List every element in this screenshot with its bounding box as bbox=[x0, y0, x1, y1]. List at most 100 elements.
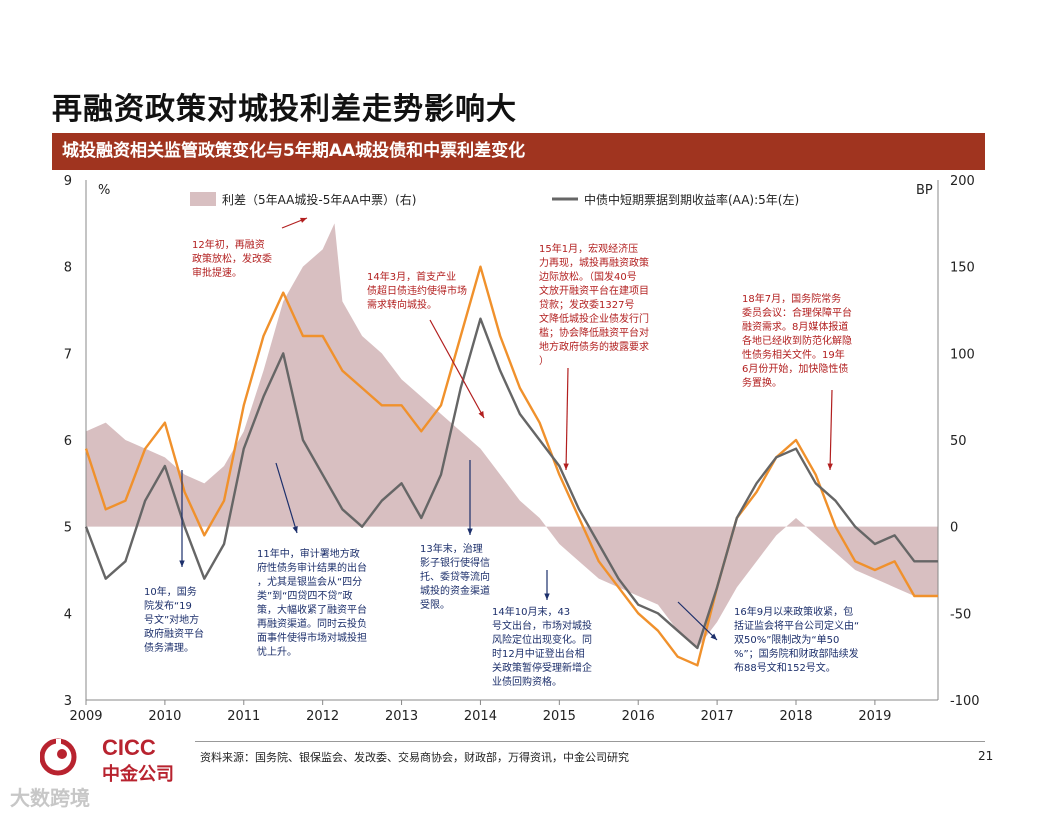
annotation-arrowhead bbox=[179, 560, 185, 567]
annotation-1: 12年初，再融资政策放松，发改委审批提速。 bbox=[192, 238, 272, 279]
y-left-tick-label: 3 bbox=[64, 694, 72, 709]
annotation-line: 13年末，治理 bbox=[420, 542, 483, 555]
annotation-line: 力再现，城投再融资政策 bbox=[539, 256, 649, 269]
annotation-line: 城投的资金渠道 bbox=[420, 584, 490, 597]
watermark: 大数跨境 bbox=[10, 786, 90, 810]
annotation-arrow bbox=[565, 367, 569, 471]
annotation-line: 托、委贷等流向 bbox=[420, 570, 490, 583]
y-left-tick-label: 6 bbox=[64, 434, 72, 449]
spread-area bbox=[86, 223, 938, 649]
annotation-line: ） bbox=[539, 355, 549, 367]
annotation-line: 性债务相关文件。19年 bbox=[742, 348, 845, 361]
annotation-line: 11年中，审计署地方政 bbox=[257, 547, 360, 560]
x-tick-label: 2012 bbox=[306, 709, 339, 724]
annotation-line: 忧上升。 bbox=[257, 645, 297, 658]
annotation-line: 14年3月，首支产业 bbox=[367, 270, 456, 283]
annotation-line: 槛；协会降低融资平台对 bbox=[539, 326, 649, 339]
x-tick-label: 2016 bbox=[622, 709, 655, 724]
logo-text-bottom: 中金公司 bbox=[102, 764, 174, 785]
series-aa-chengtou-yield bbox=[84, 265, 938, 667]
annotation-8: 14年10月末，43 号文出台，市场对城投风险定位出现变化。同时12月中证登出台相… bbox=[492, 605, 592, 688]
annotation-5: 10年，国务院发布“19 号文”对地方政府融资平台债务清理。 bbox=[144, 585, 204, 654]
legend-label-spread: 利差（5年AA城投-5年AA中票）(右) bbox=[222, 192, 416, 207]
annotation-arrow bbox=[275, 462, 298, 534]
y-right-tick-label: -50 bbox=[950, 607, 971, 622]
y-left-tick-label: 9 bbox=[64, 174, 72, 189]
annotation-line: 文放开融资平台在建项目 bbox=[539, 284, 649, 297]
x-tick-label: 2018 bbox=[779, 709, 812, 724]
annotation-arrowhead bbox=[300, 217, 307, 223]
y-right-tick-label: 0 bbox=[950, 521, 958, 536]
annotation-arrowhead bbox=[544, 593, 550, 600]
annotation-line: 面事件使得市场对城投担 bbox=[257, 631, 367, 644]
annotation-line: 12年初，再融资 bbox=[192, 238, 265, 251]
annotation-line: 府性债务审计结果的出台 bbox=[257, 561, 367, 574]
annotation-arrowhead bbox=[710, 633, 717, 640]
y-left-tick-label: 4 bbox=[64, 607, 72, 622]
annotation-line: 18年7月，国务院常务 bbox=[742, 292, 841, 305]
cicc-logo-mark bbox=[39, 738, 77, 776]
source-note: 资料来源：国务院、银保监会、发改委、交易商协会，财政部，万得资讯，中金公司研究 bbox=[200, 751, 629, 764]
annotation-9: 16年9月以来政策收紧，包括证监会将平台公司定义由“双50%”限制改为“单50%… bbox=[734, 605, 859, 674]
logo-text-top: CICC bbox=[102, 735, 156, 760]
series-mtn-yield bbox=[84, 317, 938, 650]
annotation-line: 院发布“19 bbox=[144, 599, 192, 612]
x-tick-label: 2015 bbox=[543, 709, 576, 724]
annotation-arrowhead bbox=[292, 526, 298, 533]
annotation-line: 时12月中证登出台相 bbox=[492, 647, 585, 660]
y-right-tick-label: 100 bbox=[950, 347, 975, 362]
annotation-line: 影子银行使得信 bbox=[420, 556, 490, 569]
annotation-arrow bbox=[829, 389, 833, 471]
annotation-line: 双50%”限制改为“单50 bbox=[734, 633, 839, 646]
annotation-4: 18年7月，国务院常务委员会议：合理保障平台融资需求。8月媒体报道各地已经收到防… bbox=[742, 292, 852, 389]
annotation-arrowhead bbox=[827, 463, 833, 470]
annotation-2: 14年3月，首支产业债超日债违约使得市场需求转向城投。 bbox=[367, 270, 467, 311]
annotation-7: 13年末，治理影子银行使得信托、委贷等流向城投的资金渠道受限。 bbox=[420, 542, 490, 611]
x-tick-label: 2011 bbox=[227, 709, 260, 724]
y-right-tick-label: 50 bbox=[950, 434, 967, 449]
annotation-line: 号文出台，市场对城投 bbox=[492, 619, 592, 632]
annotation-arrow bbox=[429, 319, 485, 419]
annotation-line: 风险定位出现变化。同 bbox=[492, 633, 592, 646]
annotation-line: 类”到“四贷四不贷”政 bbox=[257, 589, 353, 602]
annotation-line: 债超日债违约使得市场 bbox=[367, 284, 467, 297]
annotation-arrowhead bbox=[563, 463, 569, 470]
y-right-tick-label: 200 bbox=[950, 174, 975, 189]
annotation-line: 政府融资平台 bbox=[144, 627, 204, 640]
annotation-line: 关政策暂停受理新增企 bbox=[492, 661, 592, 674]
annotation-line: 政策放松，发改委 bbox=[192, 252, 272, 265]
chart: 3 4 5 6 7 8 9 -100 -50 0 50 100 150 200 2009 2010 2011 20… bbox=[64, 174, 980, 724]
annotation-line: 业债回购资格。 bbox=[492, 675, 562, 688]
annotation-line: 融资需求。8月媒体报道 bbox=[742, 320, 848, 333]
annotation-line: 务置换。 bbox=[742, 376, 782, 389]
y-left-tick-label: 8 bbox=[64, 261, 72, 276]
x-tick-label: 2009 bbox=[69, 709, 102, 724]
annotation-line: ，尤其是银监会从“四分 bbox=[257, 575, 362, 588]
annotation-6: 11年中，审计署地方政府性债务审计结果的出台，尤其是银监会从“四分类”到“四贷四… bbox=[257, 547, 367, 658]
annotation-line: 6月份开始，加快隐性债 bbox=[742, 362, 848, 375]
annotation-line: 14年10月末，43 bbox=[492, 605, 570, 618]
y-left-tick-label: 5 bbox=[64, 521, 72, 536]
annotation-line: 文降低城投企业债发行门 bbox=[539, 312, 649, 325]
annotation-line: 策，大幅收紧了融资平台 bbox=[257, 603, 367, 616]
annotation-line: 15年1月，宏观经济压 bbox=[539, 242, 638, 255]
annotation-line: 再融资渠道。同时云投负 bbox=[257, 617, 367, 630]
annotation-arrowhead bbox=[467, 528, 473, 535]
annotation-line: 审批提速。 bbox=[192, 266, 242, 279]
annotation-line: 委员会议：合理保障平台 bbox=[742, 306, 852, 319]
page-number: 21 bbox=[978, 749, 994, 763]
annotation-line: 边际放松。（国发40号 bbox=[539, 270, 637, 283]
y-right-tick-label: 150 bbox=[950, 261, 975, 276]
x-tick-label: 2019 bbox=[858, 709, 891, 724]
annotation-line: 各地已经收到防范化解隐 bbox=[742, 334, 852, 347]
footer-divider bbox=[195, 741, 985, 742]
annotation-line: 10年，国务 bbox=[144, 585, 197, 598]
y-right-unit: BP bbox=[916, 183, 933, 198]
annotation-line: 受限。 bbox=[420, 599, 450, 611]
x-tick-label: 2017 bbox=[701, 709, 734, 724]
annotation-arrowhead bbox=[478, 411, 484, 418]
annotation-line: 债务清理。 bbox=[144, 641, 194, 654]
annotation-line: %”；国务院和财政部陆续发 bbox=[734, 647, 859, 660]
annotation-3: 15年1月，宏观经济压力再现，城投再融资政策边际放松。（国发40号文放开融资平台… bbox=[539, 242, 649, 367]
x-tick-label: 2010 bbox=[148, 709, 181, 724]
